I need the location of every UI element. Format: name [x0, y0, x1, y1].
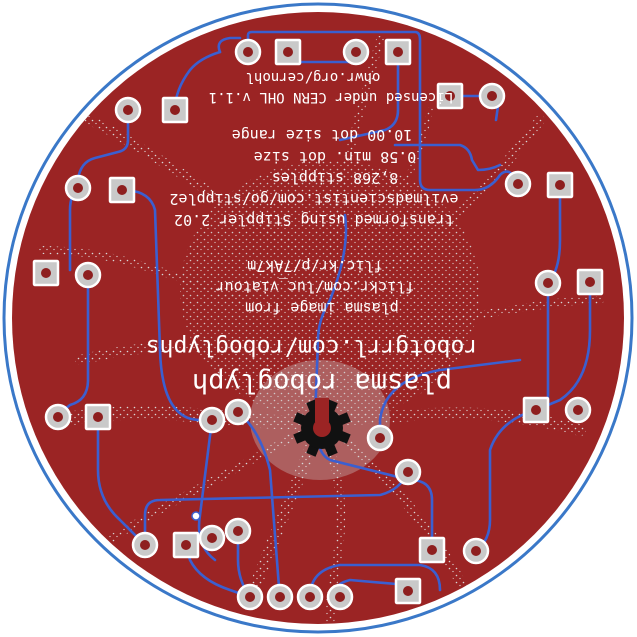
- round-pad: [478, 82, 506, 110]
- round-pad: [224, 517, 252, 545]
- round-pad: [342, 38, 370, 66]
- plasma-stipple-image: [36, 36, 604, 624]
- round-pad: [198, 524, 226, 552]
- silkscreen-text: plasma roboglyph robotgrrl.com/roboglyph…: [146, 69, 478, 398]
- round-pad: [366, 424, 394, 452]
- trace: [338, 50, 400, 142]
- trace: [308, 563, 442, 599]
- square-pad: [84, 403, 112, 431]
- silk-license-2: ohwr.org/cernohl: [246, 69, 381, 85]
- plasma-filament: [106, 416, 324, 544]
- trace: [534, 278, 592, 412]
- round-pad: [394, 458, 422, 486]
- component-pads: [32, 38, 604, 611]
- square-pad: [546, 171, 574, 199]
- silk-stipples: 8,268 stipples: [272, 169, 398, 187]
- round-pad: [198, 406, 226, 434]
- silk-url: robotgrrl.com/roboglyphs: [146, 334, 478, 360]
- plasma-filament: [416, 296, 604, 324]
- silk-transform-1: transformed using Stippler 2.02: [174, 211, 454, 229]
- square-pad: [522, 396, 550, 424]
- round-pad: [224, 398, 252, 426]
- silk-credit-3: flic.kr/p/7Ak7m: [247, 257, 382, 275]
- trace: [184, 543, 252, 599]
- trace: [56, 273, 90, 417]
- silk-license-1: Licensed under CERN OHL v.1.1: [209, 89, 453, 105]
- round-pad: [64, 174, 92, 202]
- open-hardware-gear-icon: [293, 398, 351, 457]
- silk-credit-2: flickr.com/luc_viatour: [216, 278, 415, 296]
- round-pad: [564, 396, 592, 424]
- square-pad: [384, 38, 412, 66]
- trace: [393, 143, 502, 172]
- trace: [217, 36, 242, 54]
- square-pad: [108, 176, 136, 204]
- square-pad: [576, 268, 604, 296]
- square-pad: [161, 96, 189, 124]
- square-pad: [436, 82, 464, 110]
- trace: [328, 213, 348, 302]
- plasma-filament: [75, 341, 325, 425]
- via: [191, 511, 201, 521]
- round-pad: [44, 403, 72, 431]
- round-pad: [296, 583, 324, 611]
- silk-credit-1: plasma image from: [245, 299, 399, 317]
- square-pad: [394, 577, 422, 605]
- round-pad: [534, 269, 562, 297]
- trace: [246, 30, 520, 192]
- round-pad: [326, 583, 354, 611]
- round-pad: [74, 261, 102, 289]
- plasma-filament: [326, 36, 384, 264]
- silk-title: plasma roboglyph: [192, 367, 452, 398]
- square-pad: [418, 536, 446, 564]
- square-pad: [274, 38, 302, 66]
- trace: [378, 358, 522, 440]
- round-pad: [462, 537, 490, 565]
- silk-transform-2: evilmadscientist.com/go/stipple2: [170, 190, 459, 208]
- plasma-filament: [327, 107, 433, 293]
- round-pad: [234, 38, 262, 66]
- square-pad: [32, 259, 60, 287]
- plasma-filament: [36, 246, 244, 304]
- silk-dot-range: 10.00 dot size range: [232, 126, 413, 144]
- trace: [120, 188, 212, 422]
- round-pad: [131, 531, 159, 559]
- plasma-filament: [325, 115, 545, 305]
- round-pad: [236, 583, 264, 611]
- trace: [313, 298, 332, 422]
- round-pad: [504, 170, 532, 198]
- round-pad: [266, 583, 294, 611]
- round-pad: [114, 96, 142, 124]
- trace: [76, 108, 130, 190]
- square-pad: [172, 531, 200, 559]
- plasma-filament: [85, 115, 305, 255]
- silk-dot-min: 0.58 min. dot size: [254, 148, 417, 166]
